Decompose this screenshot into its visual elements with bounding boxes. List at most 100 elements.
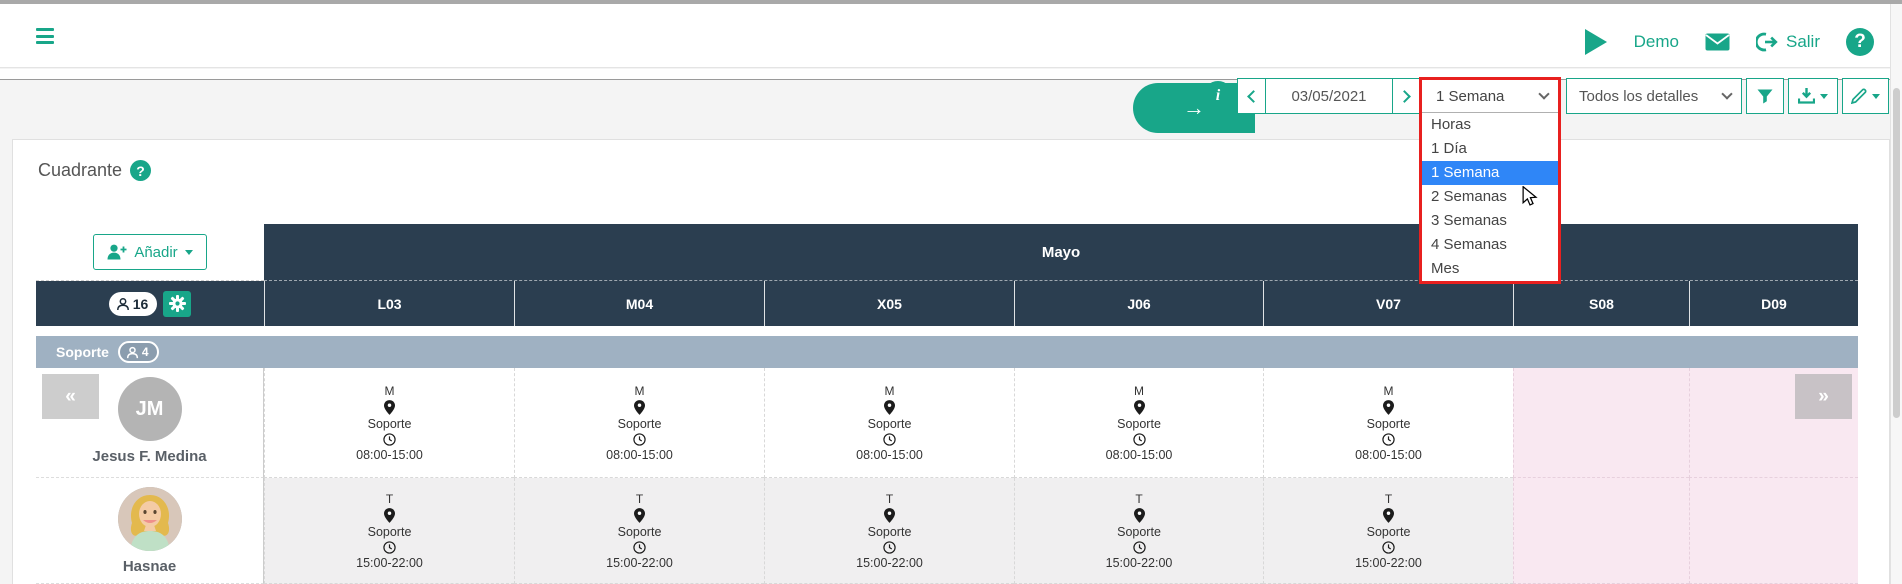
shift-cell[interactable]: T Soporte 15:00-22:00 bbox=[764, 478, 1014, 584]
avatar[interactable]: JM bbox=[117, 377, 182, 441]
settings-button[interactable] bbox=[163, 290, 192, 317]
shift-cell[interactable]: T Soporte 15:00-22:00 bbox=[1263, 478, 1513, 584]
clock-icon bbox=[883, 432, 896, 446]
shift-cell[interactable]: T Soporte 15:00-22:00 bbox=[1014, 478, 1263, 584]
previous-date-button[interactable] bbox=[1238, 79, 1266, 113]
page-help-icon[interactable]: ? bbox=[130, 160, 152, 181]
employee-card[interactable]: Hasnae bbox=[36, 478, 264, 584]
location-pin-icon bbox=[1133, 399, 1145, 415]
add-employee-button[interactable]: Añadir bbox=[93, 234, 207, 270]
empty-weekend-cell[interactable] bbox=[1689, 478, 1858, 584]
next-date-button[interactable] bbox=[1392, 79, 1420, 113]
shift-cell[interactable]: T Soporte 15:00-22:00 bbox=[514, 478, 764, 584]
chevron-down-icon bbox=[1721, 88, 1733, 100]
option-4-semanas[interactable]: 4 Semanas bbox=[1431, 236, 1507, 253]
cursor-icon bbox=[1521, 186, 1539, 208]
shift-cell[interactable]: T Soporte 15:00-22:00 bbox=[264, 478, 514, 584]
day-header-d09[interactable]: D09 bbox=[1689, 281, 1858, 326]
vertical-scrollbar[interactable] bbox=[1890, 4, 1902, 584]
content-divider bbox=[0, 79, 1890, 80]
menu-icon[interactable] bbox=[36, 28, 62, 50]
clock-icon bbox=[1382, 540, 1395, 554]
download-button[interactable] bbox=[1788, 78, 1838, 114]
scrollbar-thumb[interactable] bbox=[1893, 88, 1900, 418]
chevron-right-icon bbox=[1398, 89, 1411, 103]
day-header-s08[interactable]: S08 bbox=[1513, 281, 1689, 326]
group-count-badge: 4 bbox=[117, 341, 159, 363]
option-1-semana[interactable]: 1 Semana bbox=[1422, 161, 1558, 185]
schedule-table: Añadir Mayo 16 bbox=[36, 224, 1858, 584]
option-2-semanas[interactable]: 2 Semanas bbox=[1431, 188, 1507, 205]
date-field[interactable]: 03/05/2021 bbox=[1291, 87, 1367, 105]
header-actions: Demo Salir ? bbox=[1584, 4, 1874, 68]
shift-cell[interactable]: M Soporte 08:00-15:00 bbox=[764, 368, 1014, 478]
help-icon[interactable]: ? bbox=[1846, 28, 1874, 56]
location-pin-icon bbox=[1383, 507, 1394, 523]
filter-button[interactable] bbox=[1746, 78, 1784, 114]
page-title: Cuadrante bbox=[38, 160, 123, 180]
range-select[interactable]: 1 Semana bbox=[1422, 80, 1558, 113]
day-header-l03[interactable]: L03 bbox=[264, 281, 514, 326]
group-row-soporte[interactable]: Soporte 4 bbox=[36, 336, 1858, 368]
day-header-v07[interactable]: V07 bbox=[1263, 281, 1513, 326]
logout-link[interactable]: Salir bbox=[1755, 32, 1820, 52]
empty-weekend-cell[interactable] bbox=[1513, 478, 1689, 584]
date-navigation: 03/05/2021 bbox=[1237, 78, 1421, 114]
clock-icon bbox=[1132, 432, 1146, 446]
clock-icon bbox=[383, 540, 396, 554]
user-plus-icon bbox=[107, 244, 127, 260]
day-header-x05[interactable]: X05 bbox=[764, 281, 1014, 326]
app-header: Demo Salir ? bbox=[0, 4, 1902, 68]
avatar[interactable] bbox=[117, 487, 182, 551]
shift-cell[interactable]: M Soporte 08:00-15:00 bbox=[514, 368, 764, 478]
shift-cell[interactable]: M Soporte 08:00-15:00 bbox=[1263, 368, 1513, 478]
demo-link[interactable]: Demo bbox=[1633, 32, 1679, 51]
scroll-left-button[interactable]: « bbox=[42, 374, 99, 419]
location-pin-icon bbox=[1133, 507, 1145, 523]
empty-weekend-cell[interactable] bbox=[1513, 368, 1689, 478]
chevron-left-icon bbox=[1247, 89, 1260, 103]
employee-count-cell: 16 bbox=[36, 281, 264, 326]
gear-icon bbox=[168, 295, 186, 312]
employee-name: Hasnae bbox=[122, 558, 177, 575]
scroll-right-button[interactable]: » bbox=[1795, 374, 1852, 419]
shift-cell[interactable]: M Soporte 08:00-15:00 bbox=[264, 368, 514, 478]
day-header-row: 16 L03 M04 X05 J06 V07 S08 D09 bbox=[36, 281, 1858, 326]
double-chevron-right-icon: » bbox=[1818, 385, 1829, 407]
caret-down-icon bbox=[184, 249, 193, 255]
employee-count-badge[interactable]: 16 bbox=[108, 291, 158, 316]
mail-icon[interactable] bbox=[1705, 33, 1730, 51]
option-mes[interactable]: Mes bbox=[1431, 260, 1460, 277]
clock-icon bbox=[383, 432, 396, 446]
clock-icon bbox=[633, 432, 646, 446]
pencil-icon bbox=[1851, 88, 1867, 104]
info-icon[interactable]: i bbox=[1203, 81, 1233, 111]
users-icon bbox=[116, 297, 130, 311]
range-select-highlighted: 1 Semana Horas 1 Día 1 Semana 2 Semanas … bbox=[1419, 77, 1561, 284]
arrow-right-icon: → bbox=[1183, 95, 1205, 120]
double-chevron-left-icon: « bbox=[65, 385, 76, 407]
employee-row-jesus: JM Jesus F. Medina M Soporte 08:00-15:00… bbox=[36, 368, 1858, 478]
location-pin-icon bbox=[884, 507, 895, 523]
download-icon bbox=[1798, 88, 1815, 104]
page-title-row: Cuadrante ? bbox=[38, 160, 152, 181]
collapse-toolbar-button[interactable]: → bbox=[1133, 83, 1255, 133]
shift-cell[interactable]: M Soporte 08:00-15:00 bbox=[1014, 368, 1263, 478]
details-select[interactable]: Todos los detalles bbox=[1566, 78, 1742, 114]
top-scrollbar[interactable] bbox=[0, 0, 1902, 4]
day-header-m04[interactable]: M04 bbox=[514, 281, 764, 326]
clock-icon bbox=[1382, 432, 1395, 446]
clock-icon bbox=[1132, 540, 1146, 554]
range-select-options: Horas 1 Día 1 Semana 2 Semanas 3 Semanas… bbox=[1422, 113, 1558, 281]
users-icon bbox=[126, 346, 139, 359]
location-pin-icon bbox=[884, 399, 895, 415]
day-header-j06[interactable]: J06 bbox=[1014, 281, 1263, 326]
content-top-strip bbox=[0, 69, 1902, 79]
location-pin-icon bbox=[384, 399, 395, 415]
play-icon[interactable] bbox=[1584, 28, 1608, 56]
option-horas[interactable]: Horas bbox=[1431, 116, 1472, 133]
option-1-dia[interactable]: 1 Día bbox=[1431, 140, 1467, 157]
edit-button[interactable] bbox=[1842, 78, 1889, 114]
option-3-semanas[interactable]: 3 Semanas bbox=[1431, 212, 1507, 229]
clock-icon bbox=[633, 540, 646, 554]
